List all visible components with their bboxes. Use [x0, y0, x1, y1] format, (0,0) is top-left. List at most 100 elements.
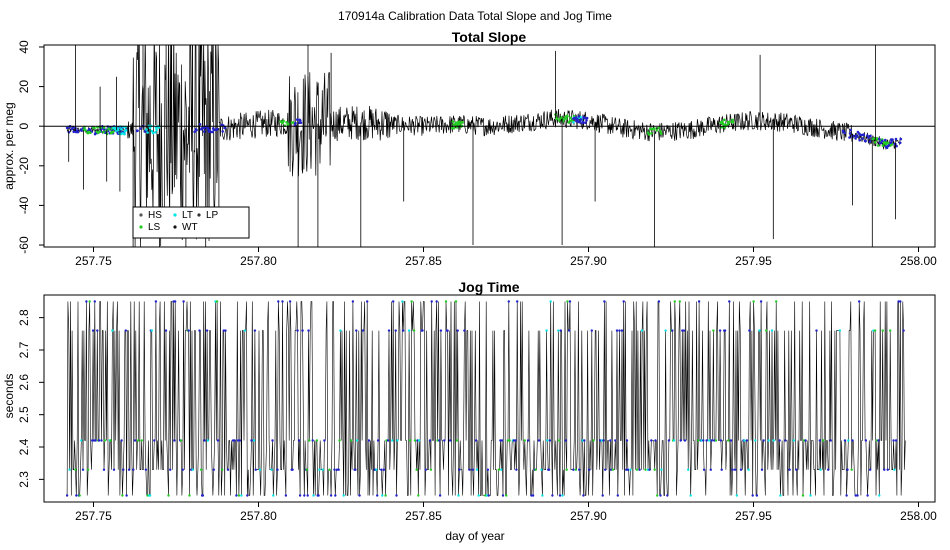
jog-time-marker	[258, 468, 262, 471]
jog-time-marker	[102, 468, 106, 471]
jog-time-marker	[252, 439, 256, 442]
jog-time-marker	[872, 329, 875, 332]
jog-time-marker	[342, 494, 345, 497]
calibration-marker	[655, 129, 659, 132]
calibration-marker	[136, 129, 139, 132]
calibration-marker	[858, 138, 861, 142]
jog-time-marker	[720, 468, 723, 471]
calibration-marker	[898, 141, 902, 145]
calibration-marker	[198, 123, 202, 126]
jog-time-marker	[65, 494, 69, 497]
jog-time-marker	[827, 468, 830, 471]
calibration-marker	[868, 140, 872, 143]
calibration-marker	[102, 126, 106, 129]
calibration-marker	[569, 116, 572, 120]
jog-time-marker	[557, 439, 561, 442]
jog-time-marker	[449, 439, 452, 442]
calibration-marker	[578, 120, 582, 123]
jog-time-marker	[822, 439, 825, 442]
jog-time-marker	[499, 439, 502, 442]
jog-time-marker	[729, 439, 733, 442]
calibration-marker	[212, 128, 216, 131]
jog-time-marker	[618, 329, 621, 332]
calibration-marker	[891, 138, 894, 141]
jog-time-marker	[187, 329, 190, 332]
calibration-marker	[848, 132, 852, 135]
calibration-marker	[889, 141, 892, 144]
jog-time-marker	[754, 439, 757, 442]
jog-time-marker	[501, 494, 505, 497]
calibration-marker	[647, 133, 651, 136]
total-slope-ytick-label: 40	[17, 40, 31, 54]
jog-time-marker	[428, 439, 432, 442]
calibration-marker	[560, 116, 563, 119]
jog-time-marker	[181, 468, 184, 471]
total-slope-series-line	[66, 45, 903, 247]
jog-time-xlabel: day of year	[445, 529, 504, 543]
calibration-marker	[562, 119, 565, 123]
jog-time-marker	[222, 329, 225, 332]
jog-time-marker	[458, 468, 461, 471]
jog-time-marker	[678, 300, 681, 303]
calibration-marker	[881, 139, 884, 143]
calibration-marker	[650, 132, 653, 135]
jog-time-marker	[471, 468, 474, 471]
jog-time-marker	[457, 494, 460, 497]
jog-time-marker	[321, 468, 324, 471]
jog-time-ytick-label: 2.7	[17, 341, 31, 358]
jog-time-marker	[540, 468, 543, 471]
calibration-marker	[583, 116, 586, 120]
jog-time-marker	[713, 439, 716, 442]
jog-time-marker	[858, 300, 861, 303]
jog-time-marker	[723, 329, 727, 332]
calibration-marker	[296, 118, 299, 121]
jog-time-marker	[206, 439, 210, 442]
calibration-marker	[881, 144, 885, 147]
calibration-marker	[894, 137, 898, 141]
jog-time-marker	[546, 439, 549, 442]
jog-time-marker	[819, 468, 822, 471]
jog-time-marker	[779, 494, 782, 497]
total-slope-xtick-label: 257.95	[735, 254, 772, 268]
jog-time-marker	[284, 494, 288, 497]
jog-time-marker	[93, 300, 97, 303]
jog-time-ytick-label: 2.3	[17, 471, 31, 488]
jog-time-marker	[856, 494, 859, 497]
jog-time-marker	[728, 300, 731, 303]
jog-time-marker	[103, 439, 107, 442]
calibration-marker	[285, 121, 288, 124]
jog-time-marker	[581, 439, 584, 442]
jog-time-marker	[86, 468, 90, 471]
jog-time-marker	[215, 300, 219, 303]
jog-time-series-line	[66, 301, 906, 496]
jog-time-marker	[583, 439, 586, 442]
jog-time-marker	[644, 468, 647, 471]
jog-time-marker	[516, 300, 519, 303]
jog-time-marker	[375, 468, 378, 471]
calibration-marker	[291, 121, 295, 124]
total-slope-xtick-label: 257.75	[75, 254, 112, 268]
calibration-marker	[93, 126, 96, 130]
jog-time-marker	[358, 494, 361, 497]
jog-time-marker	[333, 468, 336, 471]
calibration-marker	[876, 144, 880, 147]
calibration-marker	[887, 144, 891, 147]
jog-time-marker	[534, 468, 537, 471]
jog-time-marker	[417, 439, 421, 442]
jog-time-marker	[609, 468, 613, 471]
calibration-marker	[211, 130, 214, 134]
jog-time-marker	[96, 329, 99, 332]
jog-time-marker	[88, 300, 91, 303]
total-slope-panel: Total Slope approx. per meg 257.75 257.80…	[2, 29, 937, 268]
calibration-marker	[558, 117, 561, 121]
calibration-marker	[866, 134, 869, 137]
jog-time-marker	[415, 468, 418, 471]
jog-time-marker	[635, 468, 639, 471]
jog-time-marker	[81, 468, 85, 471]
jog-time-marker	[620, 329, 624, 332]
calibration-marker	[65, 126, 69, 130]
jog-time-marker	[758, 329, 761, 332]
jog-time-marker	[235, 494, 238, 497]
calibration-marker	[279, 120, 282, 123]
